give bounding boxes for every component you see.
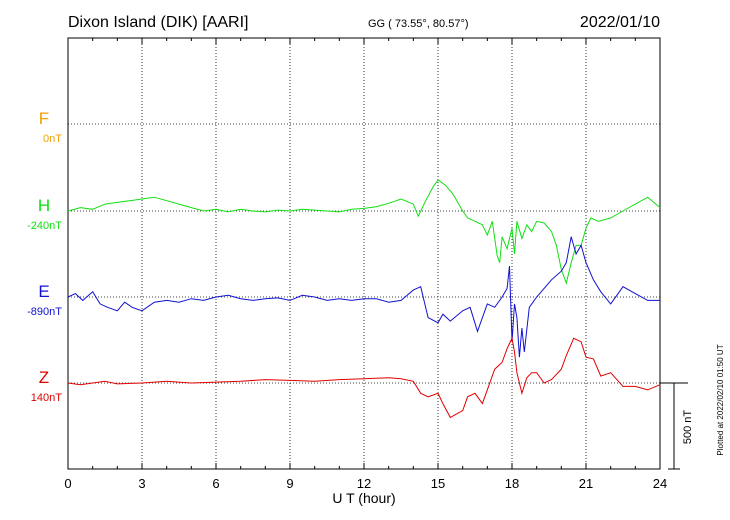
scale-bar-label: 500 nT — [682, 410, 694, 445]
series-line-Z — [67, 336, 661, 419]
vertical-gridlines — [141, 38, 587, 469]
x-tick-label-15: 15 — [431, 476, 445, 491]
x-tick-label-6: 6 — [212, 476, 219, 491]
x-tick-label-21: 21 — [579, 476, 593, 491]
x-tick-label-3: 3 — [138, 476, 145, 491]
series-name-E: E — [38, 282, 49, 301]
series-lines — [67, 179, 661, 419]
series-name-H: H — [38, 196, 50, 215]
x-tick-label-18: 18 — [505, 476, 519, 491]
date-label: 2022/01/10 — [580, 14, 660, 31]
x-tick-label-12: 12 — [357, 476, 371, 491]
series-baseline-label-E: -890nT — [27, 306, 62, 318]
x-tick-label-9: 9 — [286, 476, 293, 491]
x-tick-label-24: 24 — [653, 476, 667, 491]
station-title: Dixon Island (DIK) [AARI] — [68, 14, 249, 31]
plotted-at-label: Plotted at 2022/02/10 01:50 UT — [716, 344, 725, 455]
x-tick-label-0: 0 — [64, 476, 71, 491]
series-name-Z: Z — [39, 368, 49, 387]
series-name-F: F — [39, 109, 49, 128]
series-labels: F 0nT H -240nT E -890nT Z 140nT — [27, 109, 62, 404]
x-axis-label: U T (hour) — [332, 490, 395, 506]
series-baseline-label-F: 0nT — [43, 133, 62, 145]
series-baseline-label-Z: 140nT — [31, 392, 62, 404]
series-baseline-label-H: -240nT — [27, 220, 62, 232]
series-line-E — [67, 236, 660, 358]
scale-bar: 500 nT — [660, 382, 694, 470]
coordinates-label: GG ( 73.55°, 80.57°) — [368, 18, 469, 30]
x-axis: 0 3 6 9 12 15 18 21 24 — [64, 38, 667, 491]
series-line-H — [67, 179, 661, 285]
